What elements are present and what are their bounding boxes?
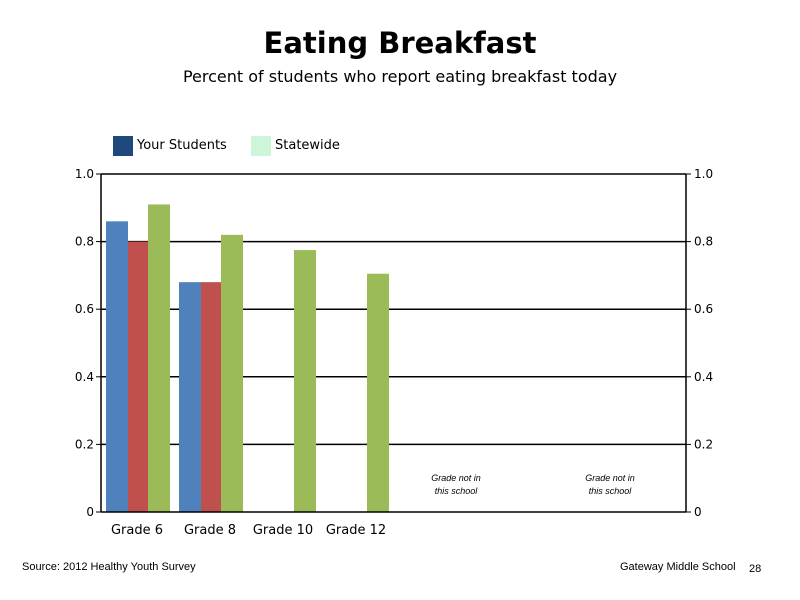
x-category-label: Grade 8 <box>184 523 236 538</box>
bar-statewide <box>294 250 316 513</box>
y-tick-label-left: 0.8 <box>75 235 94 249</box>
y-tick-label-left: 0.6 <box>75 302 94 316</box>
grade-not-in-school-note: this school <box>435 486 479 496</box>
y-tick-label-right: 0.2 <box>694 437 713 451</box>
grade-not-in-school-note: this school <box>589 486 633 496</box>
x-category-label: Grade 6 <box>111 523 163 538</box>
legend-swatch-statewide <box>251 136 271 156</box>
x-category-label: Grade 10 <box>253 523 313 538</box>
chart-subtitle: Percent of students who report eating br… <box>182 67 618 86</box>
bar-series-1 <box>201 282 223 512</box>
legend-label-your-students: Your Students <box>137 138 227 153</box>
x-category-label: Grade 12 <box>326 523 386 538</box>
bar-statewide <box>367 273 389 512</box>
bar-your-students <box>106 221 128 512</box>
page-number: 28 <box>749 563 762 575</box>
bar-series-1 <box>128 241 150 512</box>
y-tick-label-left: 1.0 <box>75 167 94 181</box>
legend-label-statewide: Statewide <box>275 138 340 153</box>
y-tick-label-right: 0.6 <box>694 302 713 316</box>
y-tick-label-right: 1.0 <box>694 167 713 181</box>
y-tick-label-right: 0 <box>694 505 702 519</box>
bar-your-students <box>179 282 201 512</box>
y-tick-label-left: 0 <box>86 505 94 519</box>
y-tick-label-right: 0.8 <box>694 235 713 249</box>
bar-statewide <box>221 234 243 512</box>
school-name: Gateway Middle School <box>620 561 736 573</box>
y-tick-label-left: 0.4 <box>75 370 94 384</box>
legend-swatch-your-students <box>113 136 133 156</box>
grade-not-in-school-note: Grade not in <box>585 473 635 483</box>
source-note: Source: 2012 Healthy Youth Survey <box>22 561 196 573</box>
grade-not-in-school-note: Grade not in <box>431 473 481 483</box>
bar-statewide <box>148 204 170 513</box>
y-tick-label-right: 0.4 <box>694 370 713 384</box>
chart-title: Eating Breakfast <box>263 26 537 60</box>
y-tick-label-left: 0.2 <box>75 437 94 451</box>
